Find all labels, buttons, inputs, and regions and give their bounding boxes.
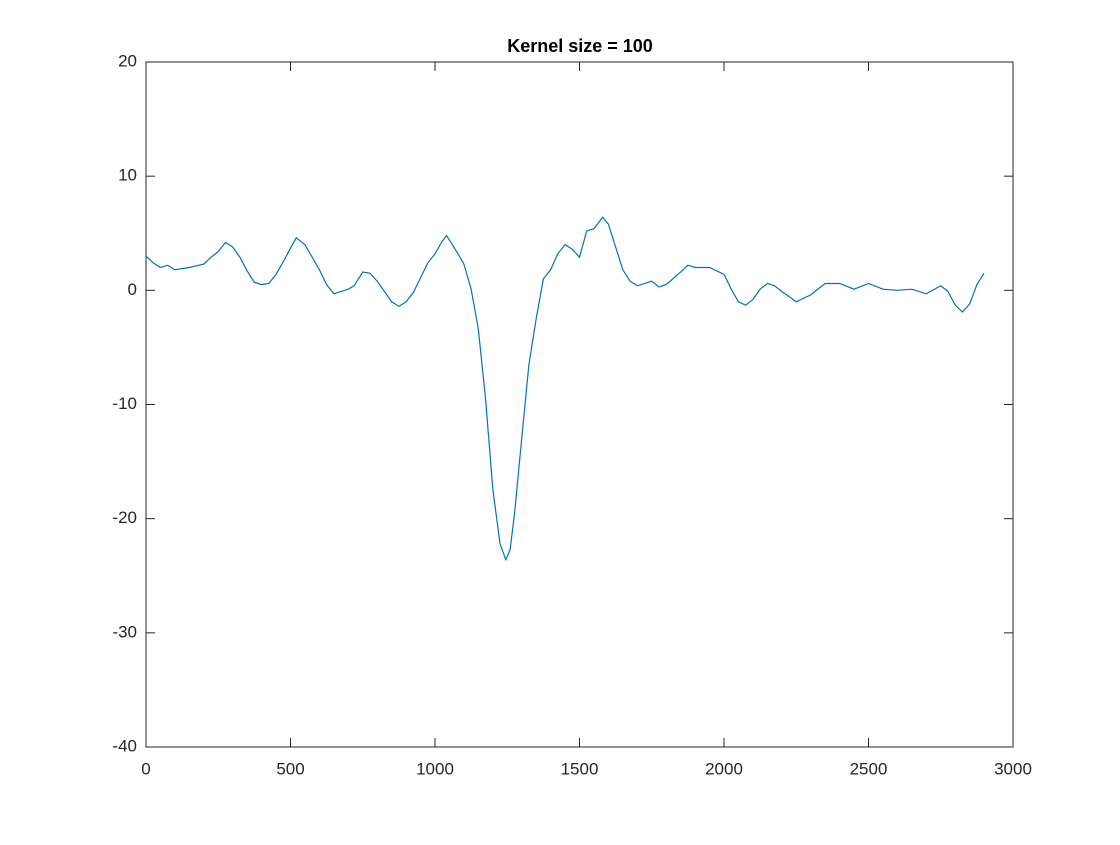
x-tick-label: 0 <box>141 759 150 778</box>
y-tick-label: -20 <box>112 508 137 527</box>
y-tick-label: -40 <box>112 736 137 755</box>
chart-title: Kernel size = 100 <box>507 36 653 56</box>
x-tick-label: 1500 <box>561 759 599 778</box>
y-tick-label: -10 <box>112 394 137 413</box>
y-tick-label: 0 <box>128 280 137 299</box>
x-tick-label: 3000 <box>994 759 1032 778</box>
data-line <box>145 216 985 562</box>
y-tick-label: 20 <box>118 51 137 70</box>
plot-area <box>145 61 1014 748</box>
x-tick-label: 2000 <box>705 759 743 778</box>
x-tick-label: 1000 <box>416 759 454 778</box>
x-tick-label: 500 <box>276 759 304 778</box>
y-tick-label: 10 <box>118 166 137 185</box>
x-tick-label: 2500 <box>850 759 888 778</box>
y-tick-label: -30 <box>112 622 137 641</box>
